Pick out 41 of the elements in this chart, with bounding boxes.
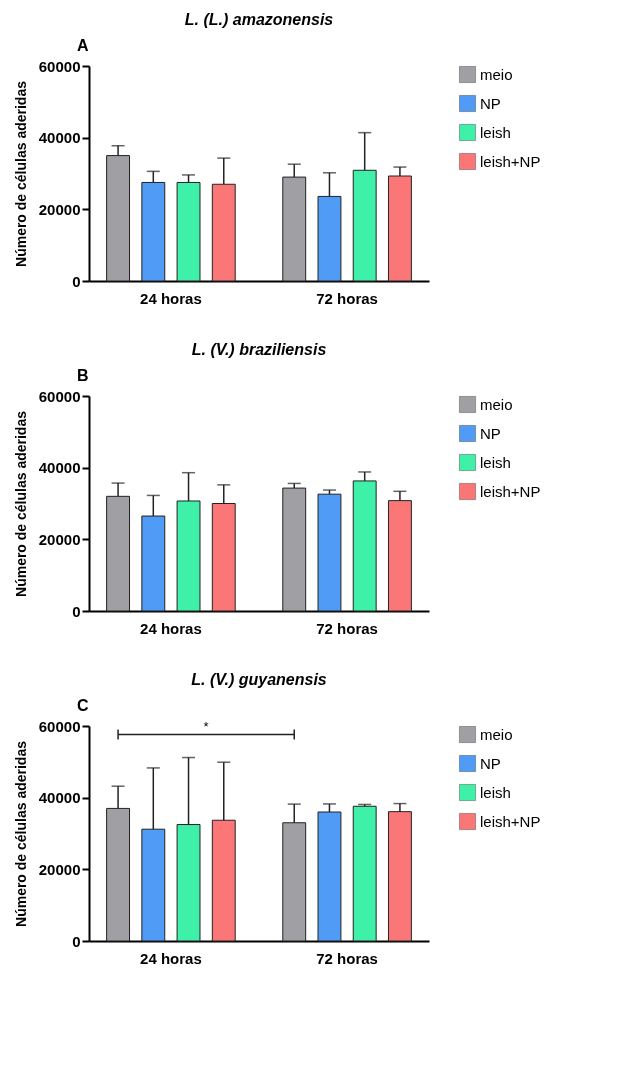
legend-label: NP bbox=[480, 94, 501, 112]
y-axis-title: Número de células aderidas bbox=[12, 740, 29, 927]
x-tick-label: 72 horas bbox=[316, 949, 378, 967]
x-tick-label: 24 horas bbox=[140, 949, 202, 967]
y-tick-label: 0 bbox=[72, 932, 81, 950]
legend-label: meio bbox=[480, 725, 513, 743]
y-tick-label: 0 bbox=[72, 272, 81, 290]
legend-label: leish bbox=[480, 783, 511, 801]
x-tick-label: 72 horas bbox=[316, 619, 378, 637]
legend-label: NP bbox=[480, 754, 501, 772]
legend-label: NP bbox=[480, 424, 501, 442]
y-tick-label: 20000 bbox=[38, 200, 81, 218]
x-tick-label: 24 horas bbox=[140, 619, 202, 637]
legend-label: leish bbox=[480, 123, 511, 141]
y-axis-title: Número de células aderidas bbox=[12, 80, 29, 267]
y-tick-label: 20000 bbox=[38, 530, 81, 548]
y-tick-label: 40000 bbox=[38, 129, 81, 147]
legend-label: leish+NP bbox=[480, 152, 541, 170]
y-tick-label: 20000 bbox=[38, 860, 81, 878]
annotation: * bbox=[203, 718, 209, 734]
y-tick-label: 60000 bbox=[38, 717, 81, 735]
chart-title: L. (V.) braziliensis bbox=[191, 341, 327, 358]
legend-label: meio bbox=[480, 65, 513, 83]
legend-label: leish+NP bbox=[480, 482, 541, 500]
bar bbox=[352, 805, 377, 942]
legend-label: leish bbox=[480, 453, 511, 471]
y-tick-label: 0 bbox=[72, 602, 81, 620]
legend-label: meio bbox=[480, 395, 513, 413]
text: B bbox=[77, 367, 89, 384]
y-tick-label: 40000 bbox=[38, 459, 81, 477]
text: A bbox=[77, 37, 89, 54]
y-tick-label: 60000 bbox=[38, 387, 81, 405]
chart-title: L. (V.) guyanensis bbox=[191, 671, 327, 688]
y-axis-title: Número de células aderidas bbox=[12, 410, 29, 597]
y-tick-label: 60000 bbox=[38, 57, 81, 75]
x-tick-label: 72 horas bbox=[316, 289, 378, 307]
x-tick-label: 24 horas bbox=[140, 289, 202, 307]
legend-label: leish+NP bbox=[480, 812, 541, 830]
text: C bbox=[77, 697, 89, 714]
chart-title: L. (L.) amazonensis bbox=[184, 11, 334, 28]
y-tick-label: 40000 bbox=[38, 789, 81, 807]
